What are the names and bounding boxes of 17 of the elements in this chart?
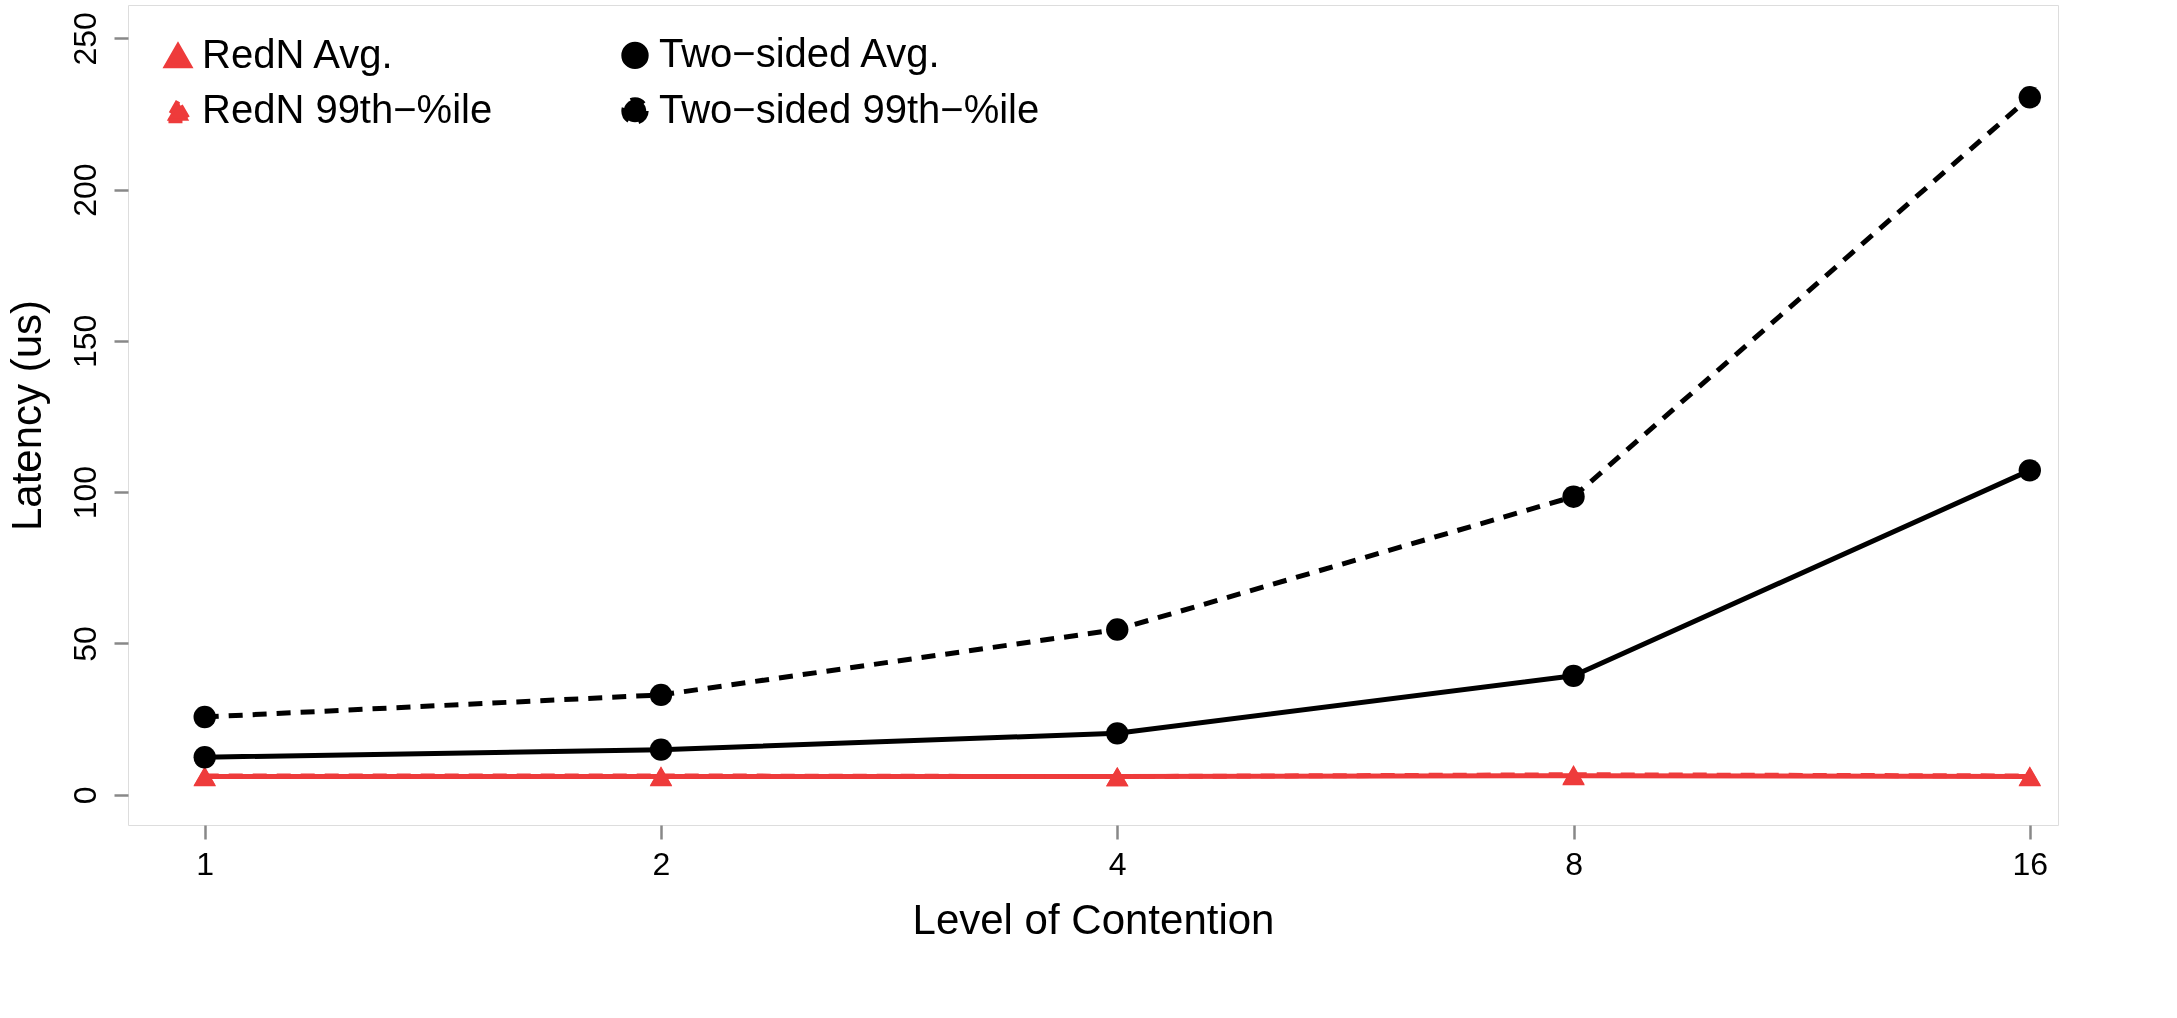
legend-label: RedN Avg. <box>202 32 393 76</box>
legend-label: Two−sided Avg. <box>659 31 940 76</box>
x-tick-label: 1 <box>196 845 215 882</box>
y-tick-label: 100 <box>66 465 103 520</box>
x-axis-title: Level of Contention <box>912 895 1275 943</box>
x-tick-label: 16 <box>2012 845 2049 882</box>
legend-label: Two−sided 99th−%ile <box>659 87 1040 131</box>
y-tick-label: 0 <box>66 786 103 805</box>
y-axis-title: Latency (us) <box>2 299 50 532</box>
y-tick-label: 200 <box>66 163 103 217</box>
y-tick-label: 250 <box>66 12 103 66</box>
y-tick-label: 150 <box>66 314 103 369</box>
y-tick-label: 50 <box>66 626 103 662</box>
legend-label: RedN 99th−%ile <box>202 87 493 131</box>
x-tick-label: 2 <box>652 845 671 882</box>
x-tick-label: 8 <box>1565 845 1583 882</box>
x-tick-label: 4 <box>1108 845 1127 882</box>
